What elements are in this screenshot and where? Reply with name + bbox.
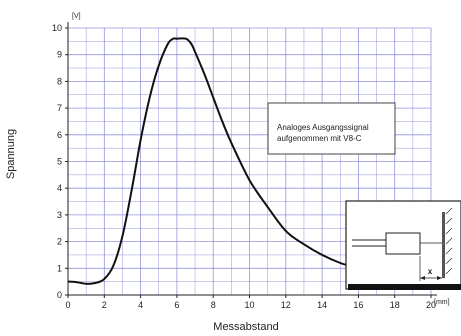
y-axis-title: Spannung xyxy=(5,129,17,179)
x-tick-label: 0 xyxy=(65,300,70,310)
x-unit-label: [mm] xyxy=(434,299,450,306)
y-tick-label: 9 xyxy=(57,50,62,60)
y-tick-label: 1 xyxy=(57,263,62,273)
x-tick-label: 14 xyxy=(317,300,327,310)
annotation-box: Analoges Ausgangssignal aufgenommen mit … xyxy=(267,102,396,155)
y-tick-label: 5 xyxy=(57,157,62,167)
y-tick-label: 0 xyxy=(57,290,62,300)
inset-distance-label: x xyxy=(428,267,433,276)
x-tick-label: 2 xyxy=(102,300,107,310)
x-tick-label: 18 xyxy=(390,300,400,310)
x-tick-label: 20 xyxy=(426,300,436,310)
annotation-line-2: aufgenommen mit V8-C xyxy=(277,134,362,143)
y-tick-label: 4 xyxy=(57,183,62,193)
y-tick-label: 7 xyxy=(57,103,62,113)
y-tick-label: 10 xyxy=(52,23,62,33)
x-tick-labels: 0 2 4 6 8 10 12 14 16 18 20 xyxy=(65,295,436,310)
axes xyxy=(67,22,437,296)
x-tick-label: 12 xyxy=(281,300,291,310)
annotation-line-1: Analoges Ausgangssignal xyxy=(277,123,369,132)
y-unit-label: [V] xyxy=(72,13,81,20)
x-axis-title: Messabstand xyxy=(213,321,278,333)
x-tick-label: 16 xyxy=(353,300,363,310)
y-tick-label: 6 xyxy=(57,130,62,140)
x-tick-label: 10 xyxy=(244,300,254,310)
y-tick-labels: 0 1 2 3 4 5 6 7 8 9 10 xyxy=(52,23,68,300)
series-line xyxy=(67,37,359,285)
series-group xyxy=(67,37,359,285)
sensor-inset-diagram-icon: x xyxy=(345,200,461,290)
x-tick-label: 8 xyxy=(211,300,216,310)
y-tick-label: 2 xyxy=(57,237,62,247)
x-tick-label: 4 xyxy=(138,300,143,310)
y-tick-label: 8 xyxy=(57,76,62,86)
y-tick-label: 3 xyxy=(57,210,62,220)
x-tick-label: 6 xyxy=(174,300,179,310)
